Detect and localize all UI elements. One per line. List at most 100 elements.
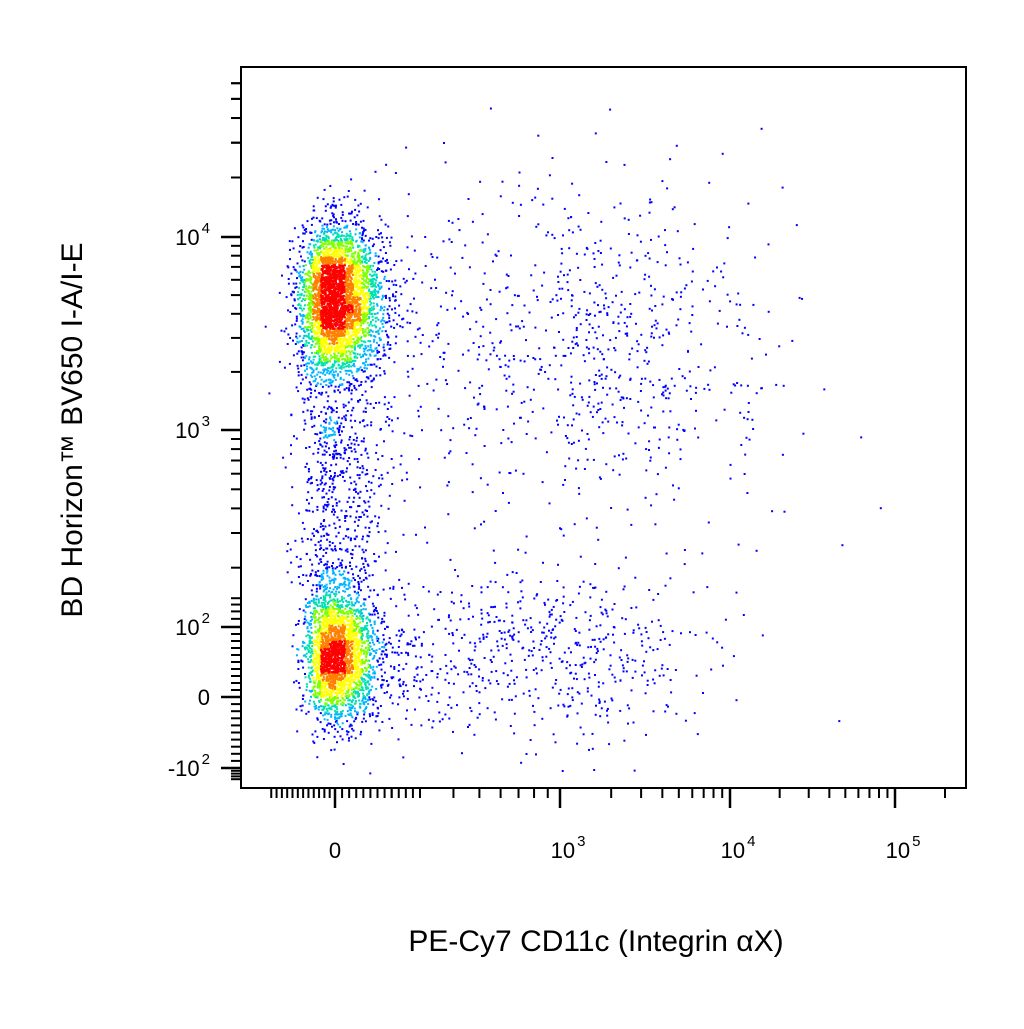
event-dot <box>540 368 543 371</box>
event-dot <box>505 287 508 290</box>
event-dot <box>285 327 288 330</box>
event-dot <box>568 457 571 460</box>
event-dot <box>664 384 667 387</box>
event-dot <box>612 469 615 472</box>
event-dot <box>605 612 608 615</box>
event-dot <box>389 597 392 600</box>
event-dot <box>346 250 349 253</box>
event-dot <box>360 240 363 243</box>
event-dot <box>312 205 315 208</box>
event-dot <box>316 629 319 632</box>
event-dot <box>606 393 609 396</box>
event-dot <box>297 576 300 578</box>
event-dot <box>352 691 355 694</box>
event-dot <box>307 312 310 315</box>
event-dot <box>309 482 312 485</box>
event-dot <box>319 705 322 708</box>
event-dot <box>420 642 423 645</box>
event-dot <box>348 586 351 589</box>
event-dot <box>541 659 544 662</box>
event-dot <box>364 247 367 250</box>
event-dot <box>384 223 387 226</box>
event-dot <box>321 489 324 492</box>
event-dot <box>300 709 303 712</box>
event-dot <box>373 261 376 264</box>
event-dot <box>409 322 412 325</box>
event-dot <box>349 610 352 613</box>
event-dot <box>362 628 365 631</box>
event-dot <box>339 735 342 738</box>
event-dot <box>353 356 356 359</box>
event-dot <box>379 483 382 486</box>
event-dot <box>574 343 577 346</box>
event-dot <box>708 300 711 303</box>
event-dot <box>320 522 323 525</box>
event-dot <box>382 316 385 319</box>
event-dot <box>378 351 381 353</box>
event-dot <box>330 411 333 414</box>
event-dot <box>767 243 770 246</box>
event-dot <box>531 629 534 632</box>
event-dot <box>492 349 495 352</box>
event-dot <box>302 315 304 318</box>
event-dot <box>644 692 647 695</box>
event-dot <box>388 280 391 283</box>
event-dot <box>571 699 574 702</box>
event-dot <box>506 685 509 688</box>
event-dot <box>620 659 623 661</box>
event-dot <box>370 424 373 427</box>
event-dot <box>339 376 342 379</box>
event-dot <box>343 597 346 600</box>
event-dot <box>352 255 355 258</box>
event-dot <box>306 273 309 276</box>
event-dot <box>648 449 650 451</box>
event-dot <box>301 259 304 262</box>
event-dot <box>359 621 362 624</box>
event-dot <box>371 714 374 716</box>
event-dot <box>310 417 313 420</box>
event-dot <box>343 449 346 452</box>
event-dot <box>410 640 413 643</box>
event-dot <box>532 388 535 391</box>
event-dot <box>319 628 322 630</box>
event-dot <box>634 442 637 445</box>
event-dot <box>363 189 366 192</box>
event-dot <box>649 459 652 462</box>
event-dot <box>617 261 620 264</box>
event-dot <box>490 661 493 663</box>
event-dot <box>312 669 314 672</box>
event-dot <box>314 601 317 604</box>
event-dot <box>378 555 380 558</box>
event-dot <box>343 479 346 482</box>
event-dot <box>354 342 357 345</box>
event-dot <box>311 481 313 484</box>
event-dot <box>360 683 362 686</box>
event-dot <box>297 367 300 370</box>
event-dot <box>363 279 366 282</box>
event-dot <box>352 585 355 588</box>
event-dot <box>367 585 370 588</box>
event-dot <box>497 649 500 652</box>
event-dot <box>348 241 351 244</box>
event-dot <box>353 480 356 483</box>
event-dot <box>640 333 643 336</box>
event-dot <box>357 369 360 372</box>
event-dot <box>359 202 362 205</box>
event-dot <box>356 458 359 460</box>
event-dot <box>350 703 353 706</box>
event-dot <box>432 389 435 392</box>
event-dot <box>621 421 624 424</box>
event-dot <box>311 297 313 300</box>
event-dot <box>605 609 608 612</box>
event-dot <box>296 270 299 273</box>
event-dot <box>470 710 473 713</box>
event-dot <box>322 362 325 365</box>
event-dot <box>368 664 371 667</box>
event-dot <box>344 692 347 695</box>
event-dot <box>333 456 335 459</box>
event-dot <box>549 613 552 616</box>
event-dot <box>746 418 749 421</box>
event-dot <box>356 336 359 339</box>
event-dot <box>466 311 469 314</box>
event-dot <box>571 388 574 391</box>
